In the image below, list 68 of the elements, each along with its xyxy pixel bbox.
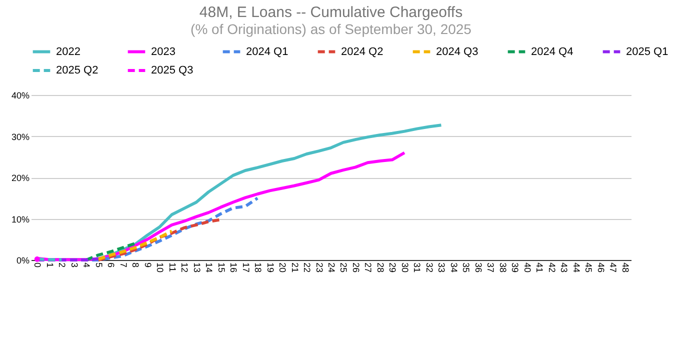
line-series: [84, 242, 137, 262]
x-tick-label: 40: [522, 262, 532, 273]
x-tick-label: 24: [326, 262, 336, 273]
x-tick-label: 14: [204, 262, 214, 273]
x-tick-label: 17: [240, 262, 251, 273]
y-tick-label: 10%: [11, 214, 30, 224]
x-tick-label: 21: [290, 262, 300, 273]
legend-label: 2025 Q2: [56, 64, 98, 76]
x-tick-label: 15: [216, 262, 226, 273]
legend-label: 2024 Q3: [436, 46, 478, 58]
x-tick-label: 6: [106, 262, 116, 268]
x-tick-label: 19: [265, 262, 276, 273]
x-tick-label: 44: [571, 262, 582, 273]
x-tick-label: 33: [436, 262, 447, 273]
x-tick-label: 23: [314, 262, 324, 273]
x-tick-label: 28: [375, 262, 386, 273]
x-tick-label: 0: [32, 262, 43, 268]
x-tick-label: 42: [546, 262, 557, 273]
x-tick-label: 32: [424, 262, 434, 273]
x-tick-label: 34: [448, 262, 459, 273]
x-tick-label: 12: [180, 262, 190, 273]
line-series: [96, 218, 222, 262]
legend-label: 2024 Q1: [246, 46, 288, 58]
legend-label: 2024 Q4: [531, 46, 574, 58]
y-tick-label: 40%: [11, 90, 30, 100]
x-tick-label: 27: [363, 262, 374, 273]
x-tick-label: 4: [82, 262, 92, 268]
x-tick-label: 38: [498, 262, 508, 273]
legend-label: 2022: [56, 46, 80, 58]
legend-label: 2024 Q2: [341, 46, 384, 58]
x-tick-label: 11: [167, 262, 178, 272]
line-series: [96, 230, 174, 261]
chart-title: 48M, E Loans -- Cumulative Chargeoffs: [199, 4, 463, 21]
legend-label: 2025 Q1: [626, 46, 668, 58]
y-tick-label: 0%: [16, 256, 30, 266]
x-tick-label: 31: [412, 262, 422, 273]
y-tick-label: 30%: [11, 132, 30, 142]
x-tick-label: 41: [534, 262, 545, 273]
x-tick-label: 36: [473, 262, 484, 273]
x-tick-label: 45: [584, 262, 594, 273]
x-tick-label: 5: [94, 262, 104, 268]
x-tick-label: 10: [155, 262, 166, 273]
x-tick-label: 7: [118, 262, 128, 268]
legend-label: 2023: [151, 46, 176, 58]
x-tick-label: 43: [559, 262, 570, 273]
x-tick-label: 26: [350, 262, 361, 273]
x-tick-label: 20: [278, 262, 288, 273]
legend-label: 2025 Q3: [151, 64, 194, 76]
x-tick-label: 8: [130, 262, 141, 268]
x-tick-label: 18: [253, 262, 264, 273]
x-tick-label: 37: [486, 262, 496, 273]
x-tick-label: 13: [192, 262, 202, 273]
x-tick-label: 16: [228, 262, 239, 273]
x-tick-label: 35: [461, 262, 472, 273]
x-tick-label: 47: [608, 262, 618, 273]
x-tick-label: 48: [620, 262, 630, 273]
x-tick-label: 30: [400, 262, 410, 273]
x-tick-label: 1: [44, 262, 55, 268]
x-tick-label: 39: [510, 262, 520, 273]
x-tick-label: 29: [388, 262, 398, 273]
x-tick-label: 3: [69, 262, 80, 268]
x-tick-label: 46: [596, 262, 606, 273]
chart-subtitle: (% of Originations) as of September 30, 2025: [190, 21, 472, 37]
x-tick-label: 2: [57, 262, 68, 268]
x-tick-label: 22: [302, 262, 312, 273]
x-tick-label: 25: [338, 262, 349, 273]
y-tick-label: 20%: [11, 173, 30, 183]
x-tick-label: 9: [142, 262, 153, 268]
